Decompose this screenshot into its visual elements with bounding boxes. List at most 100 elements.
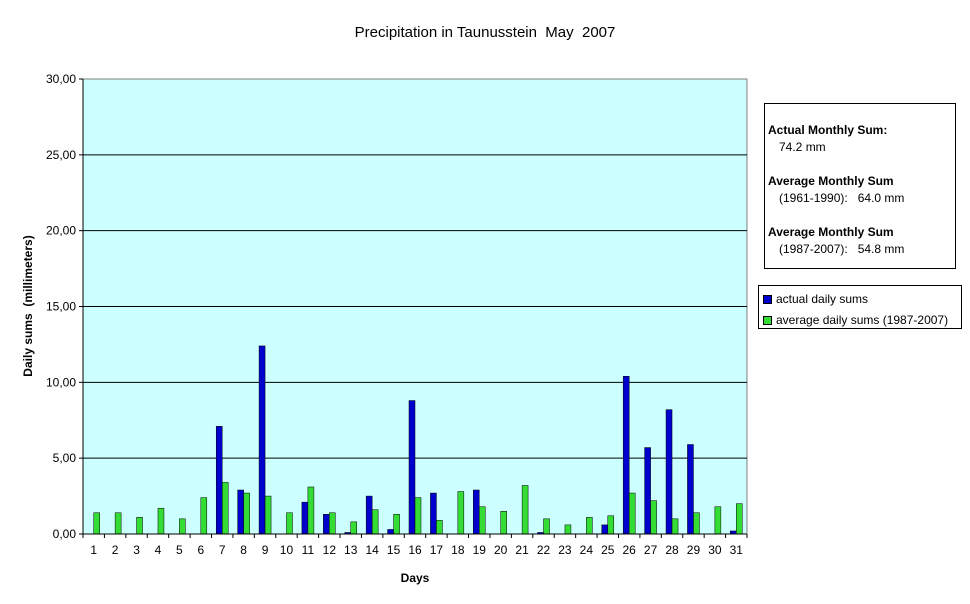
x-tick-label: 25 — [601, 543, 615, 557]
bars — [93, 345, 743, 535]
x-tick-label: 13 — [344, 543, 358, 557]
bar-average-day-1 — [93, 512, 100, 535]
bar-average-day-24 — [586, 517, 593, 535]
monthly-summary-box: Actual Monthly Sum: 74.2 mm Average Mont… — [764, 103, 956, 269]
x-tick-label: 20 — [494, 543, 508, 557]
bar-actual-day-15 — [387, 529, 394, 535]
bar-actual-day-7 — [215, 426, 223, 535]
y-tick-label: 15,00 — [46, 300, 76, 314]
bar-average-day-15 — [393, 514, 400, 535]
x-tick-label: 17 — [430, 543, 444, 557]
bar-actual-day-25 — [601, 524, 609, 535]
y-tick-label: 25,00 — [46, 148, 76, 162]
bar-average-day-8 — [243, 492, 250, 535]
bar-average-day-7 — [221, 482, 229, 535]
actual-monthly-sum-heading: Actual Monthly Sum: — [768, 123, 888, 137]
y-tick-label: 10,00 — [46, 375, 76, 389]
bar-average-day-27 — [650, 500, 657, 535]
bar-actual-day-8 — [237, 489, 244, 535]
bar-actual-day-11 — [301, 501, 309, 535]
average-monthly-sum-1987-heading: Average Monthly Sum — [768, 225, 894, 239]
bar-actual-day-9 — [258, 345, 266, 535]
bar-actual-day-29 — [687, 444, 694, 535]
y-axis-label: Daily sums (millimeters) — [21, 235, 35, 376]
bar-average-day-3 — [136, 517, 143, 535]
bar-average-day-10 — [286, 512, 293, 535]
x-tick-label: 18 — [451, 543, 465, 557]
x-tick-label: 7 — [219, 543, 226, 557]
y-tick-label: 20,00 — [46, 224, 76, 238]
x-tick-label: 16 — [408, 543, 422, 557]
bar-average-day-16 — [414, 497, 422, 535]
average-monthly-sum-1987-value: (1987-2007): 54.8 mm — [779, 242, 905, 256]
bar-average-day-14 — [371, 509, 379, 535]
x-tick-label: 31 — [730, 543, 744, 557]
bar-actual-day-16 — [408, 400, 416, 535]
bar-average-day-19 — [479, 506, 486, 535]
x-tick-label: 12 — [323, 543, 337, 557]
bar-average-day-4 — [157, 507, 165, 535]
bar-actual-day-17 — [430, 492, 437, 535]
x-tick-label: 24 — [580, 543, 594, 557]
bar-average-day-17 — [436, 520, 443, 535]
bar-average-day-29 — [693, 512, 700, 535]
x-tick-label: 22 — [537, 543, 551, 557]
bar-average-day-21 — [521, 485, 529, 535]
legend-label-actual: actual daily sums — [776, 292, 869, 306]
bar-average-day-2 — [114, 512, 122, 535]
x-tick-label: 27 — [644, 543, 658, 557]
bar-average-day-13 — [350, 521, 357, 535]
x-tick-label: 19 — [473, 543, 487, 557]
y-tick-label: 0,00 — [53, 527, 77, 541]
x-tick-label: 28 — [665, 543, 679, 557]
bar-actual-day-19 — [473, 489, 480, 535]
bar-average-day-12 — [329, 512, 336, 535]
x-tick-label: 26 — [623, 543, 637, 557]
x-tick-label: 1 — [90, 543, 97, 557]
bar-actual-day-27 — [644, 447, 651, 535]
chart-title: Precipitation in Taunusstein May 2007 — [355, 24, 616, 41]
bar-average-day-26 — [628, 492, 636, 535]
bar-actual-day-26 — [622, 376, 630, 535]
bar-average-day-20 — [500, 511, 507, 535]
bar-actual-day-28 — [665, 409, 673, 535]
bar-average-day-23 — [564, 524, 572, 535]
bar-average-day-11 — [307, 486, 315, 535]
x-tick-label: 5 — [176, 543, 183, 557]
bar-average-day-25 — [607, 515, 615, 535]
x-tick-label: 14 — [365, 543, 379, 557]
bar-average-day-5 — [179, 518, 186, 535]
y-tick-label: 30,00 — [46, 72, 76, 86]
bar-actual-day-12 — [323, 514, 330, 535]
bar-average-day-31 — [736, 503, 743, 535]
x-tick-label: 3 — [133, 543, 140, 557]
legend-swatch-actual — [763, 295, 772, 304]
x-tick-label: 11 — [302, 543, 315, 557]
x-tick-label: 8 — [240, 543, 247, 557]
bar-average-day-30 — [714, 506, 722, 535]
x-tick-label: 4 — [155, 543, 162, 557]
legend-swatch-average — [763, 316, 772, 325]
legend-item-average: average daily sums (1987-2007) — [763, 310, 961, 331]
x-tick-label: 21 — [515, 543, 529, 557]
x-tick-label: 10 — [280, 543, 294, 557]
legend-label-average: average daily sums (1987-2007) — [776, 313, 949, 327]
x-axis-label: Days — [401, 571, 430, 585]
legend-item-actual: actual daily sums — [763, 289, 961, 310]
average-monthly-sum-1961-value: (1961-1990): 64.0 mm — [779, 191, 905, 205]
x-tick-label: 9 — [262, 543, 269, 557]
x-axis-ticks: 1 2 3 4 5 6 7 8 9 10 11 12 13 14 15 16 17 18 19 20 21 22 23 24 2… — [82, 534, 748, 557]
y-axis-ticks: 0,00 5,00 10,00 15,00 20,00 25,00 30,00 — [46, 72, 83, 541]
x-tick-label: 23 — [558, 543, 572, 557]
bar-average-day-28 — [671, 518, 679, 535]
bar-actual-day-14 — [365, 495, 373, 535]
x-tick-label: 2 — [112, 543, 119, 557]
bar-average-day-18 — [457, 491, 465, 535]
x-tick-label: 29 — [687, 543, 701, 557]
x-tick-label: 6 — [197, 543, 204, 557]
bar-average-day-6 — [200, 497, 208, 535]
x-tick-label: 30 — [708, 543, 722, 557]
legend: actual daily sums average daily sums (19… — [758, 285, 962, 329]
bar-average-day-22 — [543, 518, 550, 535]
